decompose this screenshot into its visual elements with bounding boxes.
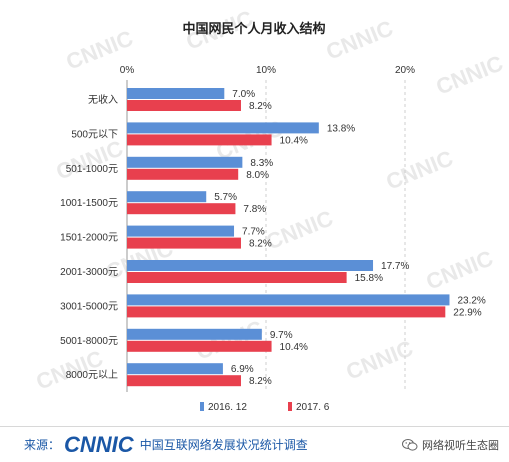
x-tick-label: 20% (395, 65, 415, 76)
data-label: 7.0% (232, 89, 255, 100)
bar-series2 (127, 375, 241, 387)
data-labels: 7.0%8.2%13.8%10.4%8.3%8.0%5.7%7.8%7.7%8.… (214, 89, 486, 387)
legend: 2016. 12 2017. 6 (200, 402, 330, 413)
bar-series1 (127, 294, 450, 306)
data-label: 23.2% (457, 295, 485, 306)
category-label: 1001-1500元 (60, 198, 118, 209)
wechat-account-name: 网络视听生态圈 (422, 439, 499, 452)
bar-series1 (127, 225, 235, 237)
chart-title: 中国网民个人月收入结构 (182, 21, 325, 36)
data-label: 8.2% (249, 239, 272, 250)
bar-series2 (127, 134, 272, 146)
watermark-text: CNNIC (193, 315, 267, 364)
bar-series2 (127, 306, 446, 318)
legend-swatch (288, 402, 292, 411)
x-tick-label: 0% (120, 65, 135, 76)
footer: 来源： CNNIC 中国互联网络发展状况统计调查 网络视听生态圈 (0, 426, 509, 462)
category-label: 1501-2000元 (60, 233, 118, 244)
bar-series1 (127, 122, 319, 134)
bar-series1 (127, 156, 243, 168)
bar-series1 (127, 260, 374, 271)
data-label: 8.0% (246, 170, 269, 181)
watermark-text: CNNIC (323, 15, 397, 64)
wechat-icon (402, 438, 418, 451)
watermark-text: CNNIC (343, 335, 417, 384)
wechat-account[interactable]: 网络视听生态圈 (402, 437, 499, 453)
data-label: 9.7% (270, 330, 293, 341)
category-label: 2001-3000元 (60, 267, 118, 278)
watermark-text: CNNIC (263, 205, 337, 254)
data-label: 7.8% (243, 204, 266, 215)
legend-swatch (200, 402, 204, 411)
legend-label: 2016. 12 (208, 402, 247, 413)
category-label: 无收入 (88, 93, 118, 106)
category-label: 5001-8000元 (60, 336, 118, 347)
legend-label: 2017. 6 (296, 402, 330, 413)
data-label: 13.8% (327, 123, 355, 134)
watermark-text: CNNIC (383, 145, 457, 194)
data-label: 22.9% (453, 307, 481, 318)
data-label: 10.4% (280, 135, 308, 146)
cnnic-logo: CNNIC (64, 431, 134, 457)
data-label: 8.3% (250, 158, 273, 169)
watermark-text: CNNIC (423, 245, 497, 294)
data-label: 5.7% (214, 192, 237, 203)
data-label: 15.8% (355, 273, 383, 284)
data-label: 17.7% (381, 261, 409, 272)
source-label: 来源： (24, 438, 61, 452)
bar-series1 (127, 328, 262, 340)
category-labels: 无收入 500元以下 501-1000元 1001-1500元 1501-2000元 20… (60, 93, 118, 381)
bar-series2 (127, 237, 241, 249)
bar-series2 (127, 168, 239, 180)
data-label: 8.2% (249, 376, 272, 387)
bar-series1 (127, 88, 225, 99)
bar-series1 (127, 191, 207, 203)
bars (127, 88, 450, 387)
x-tick-label: 10% (256, 65, 276, 76)
data-label: 10.4% (280, 342, 308, 353)
watermark-text: CNNIC (53, 135, 127, 184)
data-label: 6.9% (231, 364, 254, 375)
bar-series2 (127, 272, 347, 283)
x-axis-ticks: 0% 10% 20% (120, 65, 415, 76)
bar-series2 (127, 340, 272, 352)
category-label: 501-1000元 (66, 164, 118, 175)
bar-series2 (127, 203, 236, 215)
bar-series2 (127, 100, 241, 111)
watermark-text: CNNIC (433, 50, 507, 99)
data-label: 8.2% (249, 101, 272, 112)
category-label: 8000元以上 (66, 369, 118, 381)
category-label: 3001-5000元 (60, 301, 118, 312)
category-label: 500元以下 (71, 129, 118, 140)
survey-name: 中国互联网络发展状况统计调查 (139, 438, 308, 452)
data-label: 7.7% (242, 227, 265, 238)
bar-series1 (127, 363, 223, 375)
